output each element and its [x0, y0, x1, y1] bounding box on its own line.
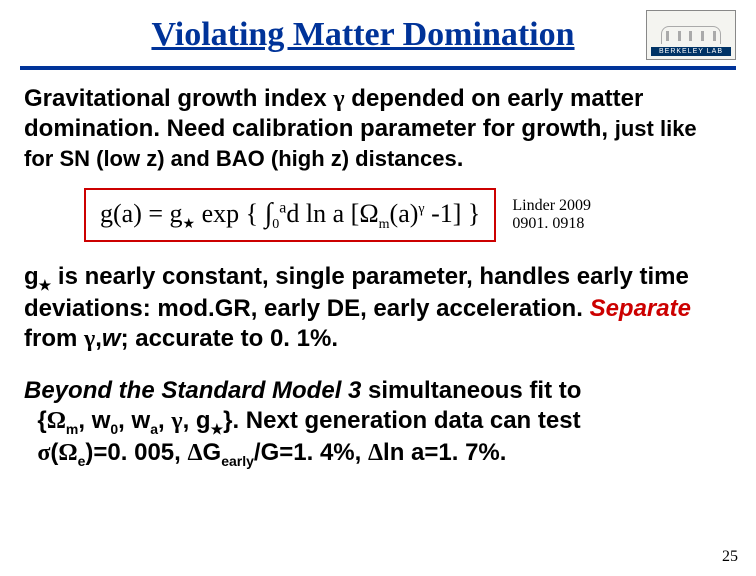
p3-D1: Δ [188, 440, 203, 466]
f-arg: (a) [390, 199, 419, 228]
p1-dot: . [457, 145, 464, 172]
f-star-sub: ★ [183, 217, 196, 232]
formula-row: g(a) = g★ exp { ∫0ad ln a [Ωm(a)γ -1] } … [24, 188, 732, 242]
p3-f: /G=1. 4%, [254, 439, 368, 466]
f-tail: -1] } [425, 199, 481, 228]
p3-0: 0 [110, 421, 118, 437]
p3-c4: , g [183, 407, 211, 434]
p2-c: from [24, 325, 84, 352]
paragraph-3: Beyond the Standard Model 3 simultaneous… [24, 376, 732, 471]
p3-m: m [66, 421, 78, 437]
p3-c3: , [158, 407, 171, 434]
p3-b: simultaneous fit to [361, 377, 581, 404]
gamma-symbol: γ [333, 86, 344, 112]
f-mid: d ln a [ [286, 199, 359, 228]
slide-header: Violating Matter Domination BERKELEY LAB [0, 0, 756, 60]
p2-comma: , [95, 325, 102, 352]
formula-box: g(a) = g★ exp { ∫0ad ln a [Ωm(a)γ -1] } [84, 188, 496, 242]
berkeley-lab-logo: BERKELEY LAB [646, 10, 736, 60]
p3-D2: Δ [368, 440, 383, 466]
p3-Om: Ω [47, 408, 66, 434]
f-low: 0 [272, 217, 279, 232]
citation-line2: 0901. 0918 [512, 215, 591, 233]
paragraph-1: Gravitational growth index γ depended on… [24, 84, 732, 174]
p2-star: ★ [39, 276, 52, 292]
p3-c2: , w [118, 407, 150, 434]
slide-title: Violating Matter Domination [20, 16, 646, 54]
page-number: 25 [722, 548, 738, 566]
p2-g: g [24, 263, 39, 290]
p2-gamma: γ [84, 326, 95, 352]
p3-star2: ★ [211, 421, 224, 437]
p3-g: ln a=1. 7%. [383, 439, 506, 466]
p3-gamma2: γ [171, 408, 182, 434]
separate-label: Separate [590, 295, 691, 322]
p2-w: w [102, 325, 121, 352]
p3-close: }. [223, 407, 239, 434]
citation: Linder 2009 0901. 0918 [512, 197, 591, 232]
p3-a: Beyond the Standard Model 3 [24, 377, 361, 404]
p3-open: { [37, 407, 46, 434]
p3-e: )=0. 005, [85, 439, 187, 466]
logo-label: BERKELEY LAB [651, 47, 731, 56]
f-lhs: g(a) = g [100, 199, 183, 228]
paragraph-2: g★ is nearly constant, single parameter,… [24, 262, 732, 354]
p3-c1: , w [78, 407, 110, 434]
logo-arch-icon [661, 26, 721, 44]
p3-asub: a [150, 421, 158, 437]
f-msub: m [379, 217, 390, 232]
p3-Oe: Ω [58, 440, 77, 466]
p3-sigma: σ [37, 440, 50, 466]
p2-d: ; accurate to 0. 1%. [121, 325, 338, 352]
p1-text-a: Gravitational growth index [24, 85, 333, 112]
header-rule [20, 66, 736, 70]
f-exp: exp { [195, 199, 265, 228]
omega-symbol: Ω [359, 199, 378, 228]
p3-G: G [203, 439, 222, 466]
p3-d: Next generation data can test [239, 407, 580, 434]
citation-line1: Linder 2009 [512, 197, 591, 215]
slide-content: Gravitational growth index γ depended on… [0, 84, 756, 471]
p3-early: early [221, 453, 254, 469]
